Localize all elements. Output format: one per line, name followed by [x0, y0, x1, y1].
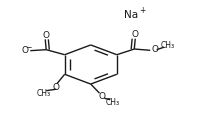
- Text: O: O: [132, 30, 139, 39]
- Text: O: O: [53, 83, 60, 92]
- Text: O: O: [151, 45, 158, 54]
- Text: Na: Na: [125, 10, 138, 20]
- Text: O: O: [21, 46, 28, 55]
- Text: +: +: [139, 6, 145, 15]
- Text: −: −: [25, 43, 32, 52]
- Text: CH₃: CH₃: [37, 89, 51, 98]
- Text: O: O: [98, 92, 105, 101]
- Text: O: O: [43, 31, 50, 40]
- Text: CH₃: CH₃: [160, 41, 174, 50]
- Text: CH₃: CH₃: [105, 98, 120, 107]
